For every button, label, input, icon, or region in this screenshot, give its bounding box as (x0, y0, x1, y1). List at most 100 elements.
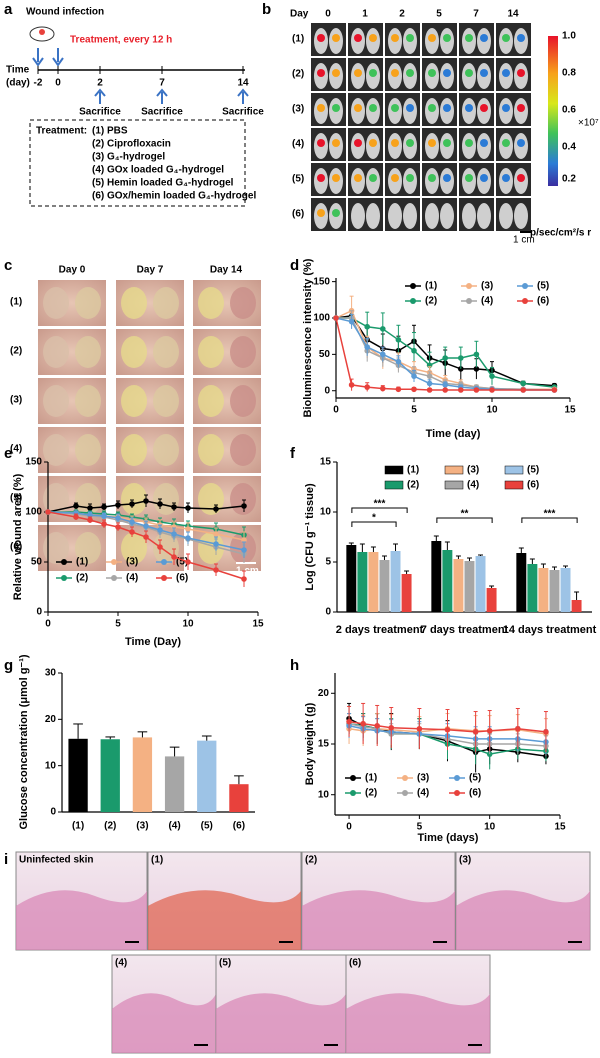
wound (75, 483, 101, 515)
legend-label: (5) (527, 465, 539, 476)
data-point (374, 722, 380, 729)
sacrifice-label: Sacrifice (79, 107, 121, 118)
scale-label: 1 cm (236, 566, 259, 577)
legend-label: (1) (76, 557, 88, 568)
data-point (185, 535, 191, 541)
panel-label: d (290, 257, 299, 274)
signal (443, 69, 451, 77)
legend-swatch (384, 480, 404, 490)
legend-marker (410, 298, 416, 304)
data-point (171, 504, 177, 510)
data-point (241, 537, 247, 543)
signal (443, 174, 451, 182)
legend-label: (3) (126, 557, 138, 568)
legend-label: (2) (425, 296, 437, 307)
wound (43, 336, 69, 368)
signal (443, 34, 451, 42)
legend-label: (5) (469, 773, 481, 784)
colorbar-tick: 0.8 (562, 68, 576, 79)
wound (121, 287, 147, 319)
data-point (45, 509, 51, 515)
data-point (129, 519, 135, 525)
bar (453, 559, 464, 612)
data-point (473, 387, 480, 393)
day-label: 2 (97, 78, 103, 89)
wound (75, 434, 101, 466)
y-tick-label: 0 (36, 607, 42, 618)
legend-marker (454, 775, 460, 781)
panel-label: f (290, 445, 296, 462)
signal (317, 174, 325, 182)
mouse (440, 203, 454, 229)
data-point (364, 323, 371, 330)
day-label: 0 (325, 9, 331, 20)
signal (317, 139, 325, 147)
x-tick-label: (6) (233, 821, 245, 832)
data-point (426, 387, 433, 393)
signal (391, 34, 399, 42)
signal (391, 174, 399, 182)
signal (391, 69, 399, 77)
wound (75, 532, 101, 564)
legend-marker (402, 775, 408, 781)
panel-label: i (4, 851, 8, 868)
wound (153, 434, 179, 466)
tissue (456, 890, 590, 950)
y-axis-label: Log (CFU g⁻¹ tissue) (304, 483, 316, 591)
treatment-item: (4) GOx loaded G₄-hydrogel (92, 165, 224, 176)
y-axis-label: Relative wound area (%) (12, 473, 24, 600)
panel-label: c (4, 257, 12, 274)
wound (153, 385, 179, 417)
legend-label: (4) (481, 296, 493, 307)
wound (198, 483, 224, 515)
signal (317, 104, 325, 112)
legend-label: (4) (126, 573, 138, 584)
tissue (302, 890, 455, 950)
data-point (333, 315, 339, 321)
data-point (346, 718, 352, 725)
signal (517, 104, 525, 112)
wound (43, 287, 69, 319)
row-label: (2) (10, 346, 22, 357)
data-point (143, 534, 149, 540)
bar (538, 568, 549, 612)
mouse (403, 203, 417, 229)
wound (121, 532, 147, 564)
y-tick-label: 10 (318, 789, 330, 800)
row-label: (5) (10, 493, 22, 504)
bar (401, 574, 412, 612)
wound (121, 483, 147, 515)
signal (406, 139, 414, 147)
tissue (216, 993, 346, 1053)
signal (332, 69, 340, 77)
x-tick-label: (1) (72, 821, 84, 832)
bar (368, 552, 379, 612)
data-point (213, 541, 219, 547)
tissue (16, 890, 147, 950)
image-label: (2) (305, 855, 317, 866)
scale-label: 1 cm (513, 235, 535, 246)
data-point (442, 387, 449, 393)
data-point (411, 373, 417, 379)
signal (317, 69, 325, 77)
data-point (426, 380, 433, 387)
axis-label: Time (6, 65, 30, 76)
data-point (458, 355, 464, 361)
bar (571, 600, 582, 612)
treatment-item: (2) Ciprofloxacin (92, 139, 171, 150)
significance-label: *** (374, 499, 386, 510)
data-point (115, 515, 121, 521)
x-axis-label: Time (day) (426, 428, 481, 440)
mouse (477, 203, 491, 229)
data-point (442, 355, 449, 361)
wound (230, 287, 256, 319)
legend-label: (4) (467, 480, 479, 491)
y-tick-label: 100 (313, 313, 330, 324)
legend-swatch (504, 465, 524, 475)
data-point (348, 382, 355, 388)
signal (502, 69, 510, 77)
x-tick-label: (4) (168, 821, 180, 832)
signal (502, 174, 510, 182)
legend-marker (522, 283, 528, 289)
wound (198, 287, 224, 319)
